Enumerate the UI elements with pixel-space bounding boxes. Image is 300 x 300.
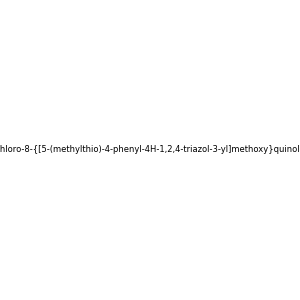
- Text: 5-chloro-8-{[5-(methylthio)-4-phenyl-4H-1,2,4-triazol-3-yl]methoxy}quinoline: 5-chloro-8-{[5-(methylthio)-4-phenyl-4H-…: [0, 146, 300, 154]
